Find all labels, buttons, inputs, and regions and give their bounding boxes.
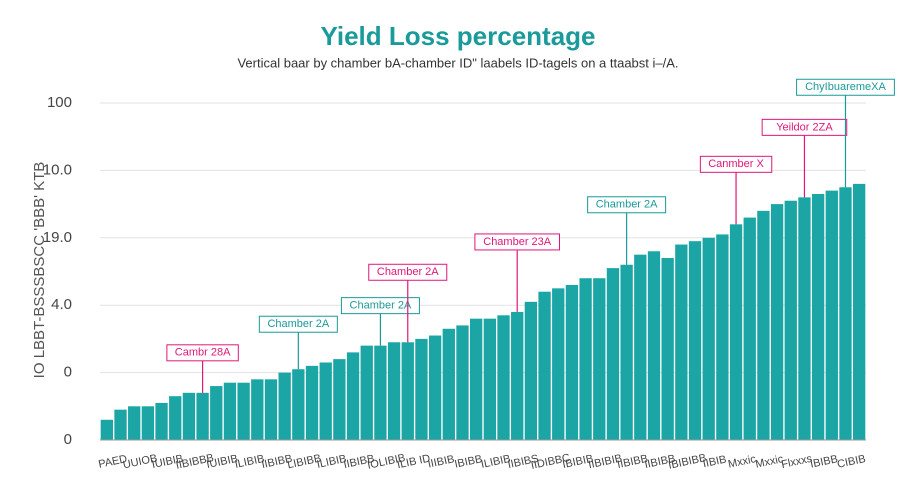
x-tick-label: Mxxic <box>727 453 757 471</box>
x-tick-label: IBIBB <box>453 453 483 471</box>
bar <box>155 402 168 440</box>
bar <box>784 200 797 440</box>
bar <box>346 352 360 440</box>
bar <box>223 382 237 440</box>
bar <box>524 301 538 440</box>
bar <box>292 369 305 440</box>
bar <box>811 193 825 440</box>
bar <box>497 315 510 440</box>
bar <box>716 234 729 440</box>
annotation-box <box>368 263 448 281</box>
annotation-text: Chamber 2A <box>596 199 658 211</box>
y-tick-label: 10.0 <box>43 161 72 178</box>
bar <box>702 237 715 440</box>
bar <box>333 359 346 440</box>
chart-title: Yield Loss percentage <box>320 21 595 51</box>
bar <box>100 419 113 440</box>
x-tick-label: IBIBB <box>809 453 839 471</box>
bar <box>729 224 743 440</box>
x-tick-label: CIBIB <box>836 453 867 471</box>
bar <box>319 362 332 440</box>
annotation-text: Chamber 2A <box>377 266 439 278</box>
bar <box>128 406 141 440</box>
x-tick-label: Flxxxs <box>780 453 813 471</box>
bar <box>374 345 387 440</box>
y-tick-label: 4.0 <box>51 296 72 313</box>
bar <box>401 342 414 440</box>
bar <box>196 392 209 440</box>
bar <box>470 318 483 440</box>
bar <box>675 244 688 440</box>
bar <box>743 217 756 440</box>
bar <box>825 190 838 440</box>
bar <box>305 365 319 440</box>
bar <box>839 187 852 440</box>
bar <box>552 288 565 440</box>
annotation-box <box>340 297 420 315</box>
bar <box>483 318 496 440</box>
bar <box>565 284 579 440</box>
bar <box>428 335 442 440</box>
annotation-text: ChyIbuaremeXA <box>805 81 886 93</box>
bar <box>278 372 291 440</box>
bar <box>593 278 606 440</box>
annotation-box <box>796 78 895 96</box>
x-tick-label: IIIBIB <box>427 453 456 470</box>
annotation-text: Chamber 2A <box>350 300 412 312</box>
annotation-text: Canmber X <box>708 158 764 170</box>
bar <box>634 254 647 440</box>
annotation-box <box>474 233 560 251</box>
bar <box>442 328 455 440</box>
bar <box>182 392 196 440</box>
x-tick-label: PAED <box>97 453 128 471</box>
bar <box>114 409 127 440</box>
bar <box>538 291 551 440</box>
y-tick-label: 19.0 <box>43 229 72 246</box>
bar <box>415 338 428 440</box>
annotation-text: Chamber 2A <box>267 318 329 330</box>
chart-subtitle: Vertical baar by chamber bA-chamber ID" … <box>237 55 678 70</box>
bar <box>141 406 155 440</box>
bar <box>360 345 373 440</box>
bar <box>688 241 702 440</box>
x-tick-label: IIBIB <box>702 454 728 471</box>
bar <box>456 325 469 440</box>
annotation-text: Yeildor 2ZA <box>776 121 833 133</box>
y-axis-label: IO LBBT-BSSSBSCC 'BBB' KTB <box>31 162 48 379</box>
annotation-text: Chamber 23A <box>483 236 552 248</box>
bar <box>264 379 278 440</box>
annotation-text: Cambr 28A <box>175 347 231 359</box>
bar <box>251 379 264 440</box>
bar <box>853 183 866 440</box>
bar <box>620 264 633 440</box>
annotation-box <box>258 315 338 333</box>
bar <box>798 197 811 440</box>
annotation-box <box>587 196 667 214</box>
bar <box>210 386 223 440</box>
annotation-box <box>699 155 773 173</box>
y-tick-label: 0 <box>64 364 72 381</box>
bar <box>579 278 592 440</box>
bar <box>606 268 620 440</box>
bar <box>647 251 661 440</box>
y-tick-label: 0 <box>64 431 72 448</box>
bar <box>387 342 401 440</box>
bar <box>661 258 674 440</box>
y-tick-label: 100 <box>47 94 72 111</box>
bar <box>237 382 250 440</box>
bar <box>511 311 524 440</box>
annotation-box <box>166 344 239 362</box>
annotation-box <box>761 118 848 136</box>
bar <box>757 210 770 440</box>
bar <box>169 396 182 440</box>
x-tick-label: Mxxic <box>754 453 784 471</box>
bar <box>770 204 784 440</box>
